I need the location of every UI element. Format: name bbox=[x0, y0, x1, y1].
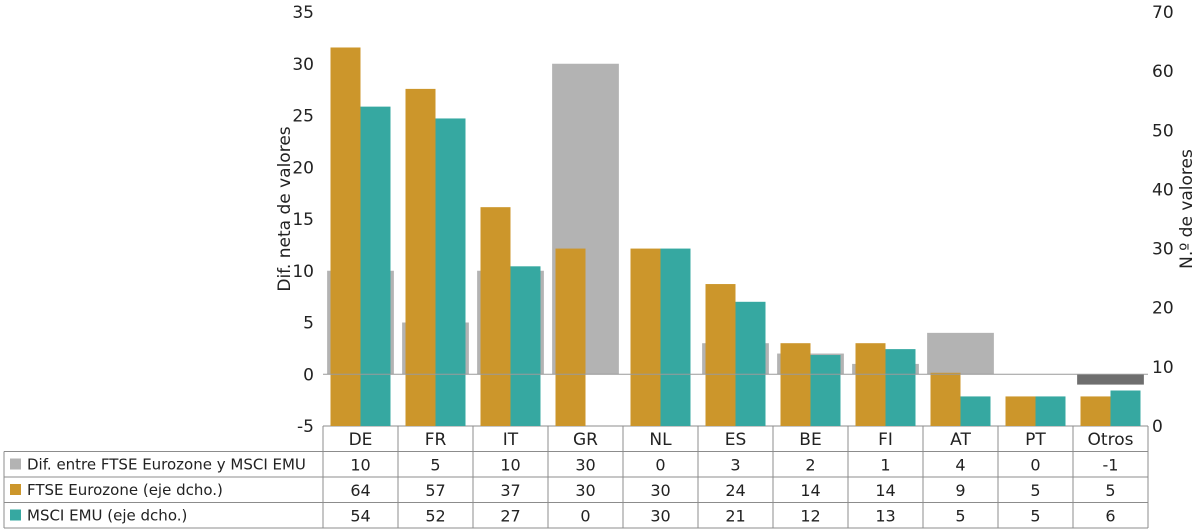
table-cell: 0 bbox=[1030, 456, 1040, 475]
table-cell: 5 bbox=[955, 507, 965, 526]
category-label: BE bbox=[799, 430, 821, 450]
category-label: PT bbox=[1025, 430, 1046, 450]
bar-msci-otros bbox=[1110, 390, 1141, 426]
category-label: FI bbox=[878, 430, 893, 450]
bar-ftse-fi bbox=[855, 343, 886, 426]
table-cell: 30 bbox=[575, 456, 595, 475]
bar-ftse-at bbox=[930, 372, 961, 426]
table-cell: 10 bbox=[350, 456, 370, 475]
table-cell: 3 bbox=[730, 456, 740, 475]
bar-msci-pt bbox=[1035, 396, 1066, 426]
y-tick-label: 0 bbox=[303, 365, 314, 385]
table-cell: 0 bbox=[580, 507, 590, 526]
category-label: GR bbox=[573, 430, 598, 450]
legend-label: FTSE Eurozone (eje dcho.) bbox=[27, 481, 223, 499]
y-tick-label: 10 bbox=[292, 262, 314, 282]
table-cell: 30 bbox=[650, 481, 670, 500]
category-label: DE bbox=[349, 430, 373, 450]
bar-ftse-es bbox=[705, 284, 736, 426]
table-cell: 52 bbox=[425, 507, 445, 526]
table-cell: 21 bbox=[725, 507, 745, 526]
y2-axis-title: N.º de valores bbox=[1177, 149, 1197, 269]
y2-tick-label: 30 bbox=[1152, 240, 1174, 260]
table-cell: 37 bbox=[500, 481, 520, 500]
table-cell: 27 bbox=[500, 507, 520, 526]
legend-label: MSCI EMU (eje dcho.) bbox=[27, 507, 187, 525]
table-cell: 6 bbox=[1105, 507, 1115, 526]
y-tick-label: -5 bbox=[297, 417, 314, 437]
bar-msci-nl bbox=[660, 248, 691, 426]
bar-msci-be bbox=[810, 355, 841, 426]
table-cell: -1 bbox=[1103, 456, 1119, 475]
y2-tick-label: 50 bbox=[1152, 121, 1174, 141]
y2-tick-label: 0 bbox=[1152, 417, 1163, 437]
y-tick-label: 5 bbox=[303, 314, 314, 334]
bar-ftse-de bbox=[330, 47, 361, 426]
y-tick-label: 20 bbox=[292, 158, 314, 178]
bar-msci-it bbox=[510, 266, 541, 426]
table-cell: 5 bbox=[1030, 481, 1040, 500]
y2-tick-label: 10 bbox=[1152, 358, 1174, 378]
y2-tick-label: 40 bbox=[1152, 180, 1174, 200]
y-tick-label: 15 bbox=[292, 210, 314, 230]
table-cell: 12 bbox=[800, 507, 820, 526]
y-tick-label: 25 bbox=[292, 107, 314, 127]
legend-swatch bbox=[10, 484, 21, 495]
table-cell: 30 bbox=[650, 507, 670, 526]
table-cell: 24 bbox=[725, 481, 745, 500]
table-cell: 57 bbox=[425, 481, 445, 500]
table-cell: 4 bbox=[955, 456, 965, 475]
bar-msci-at bbox=[960, 396, 991, 426]
category-label: AT bbox=[950, 430, 971, 450]
bar-msci-fr bbox=[435, 118, 466, 426]
bar-ftse-fr bbox=[405, 88, 436, 426]
bar-ftse-nl bbox=[630, 248, 661, 426]
table-cell: 9 bbox=[955, 481, 965, 500]
table-cell: 64 bbox=[350, 481, 370, 500]
y2-tick-label: 70 bbox=[1152, 3, 1174, 23]
table-cell: 2 bbox=[805, 456, 815, 475]
legend-label: Dif. entre FTSE Eurozone y MSCI EMU bbox=[27, 456, 306, 474]
bar-msci-es bbox=[735, 301, 766, 426]
y-tick-label: 30 bbox=[292, 55, 314, 75]
category-label: IT bbox=[503, 430, 519, 450]
table-cell: 54 bbox=[350, 507, 370, 526]
bar-ftse-gr bbox=[555, 248, 586, 426]
category-label: FR bbox=[425, 430, 447, 450]
bar-msci-fi bbox=[885, 349, 916, 426]
bar-ftse-pt bbox=[1005, 396, 1036, 426]
table-cell: 0 bbox=[655, 456, 665, 475]
table-cell: 30 bbox=[575, 481, 595, 500]
bar-ftse-otros bbox=[1080, 396, 1111, 426]
y2-tick-label: 20 bbox=[1152, 299, 1174, 319]
y2-tick-label: 60 bbox=[1152, 62, 1174, 82]
table-cell: 5 bbox=[1105, 481, 1115, 500]
category-label: ES bbox=[725, 430, 747, 450]
table-cell: 14 bbox=[875, 481, 895, 500]
bar-ftse-be bbox=[780, 343, 811, 426]
legend-swatch bbox=[10, 509, 21, 521]
bar-ftse-it bbox=[480, 207, 511, 426]
table-cell: 14 bbox=[800, 481, 820, 500]
bar-dif-at bbox=[927, 332, 994, 375]
legend-swatch bbox=[10, 458, 21, 470]
y-tick-label: 35 bbox=[292, 3, 314, 23]
table-cell: 5 bbox=[430, 456, 440, 475]
y-axis-title: Dif. neta de valores bbox=[275, 126, 295, 291]
bar-msci-de bbox=[360, 106, 391, 426]
table-cell: 1 bbox=[880, 456, 890, 475]
table-cell: 5 bbox=[1030, 507, 1040, 526]
category-label: NL bbox=[649, 430, 672, 450]
category-label: Otros bbox=[1088, 430, 1134, 450]
bar-dif-otros bbox=[1077, 374, 1144, 385]
table-cell: 10 bbox=[500, 456, 520, 475]
table-cell: 13 bbox=[875, 507, 895, 526]
